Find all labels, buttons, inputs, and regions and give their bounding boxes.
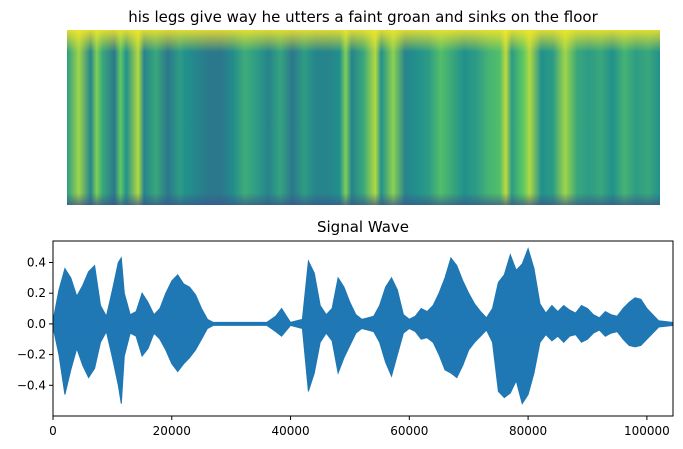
y-tick-label: 0.2 (27, 286, 46, 300)
plot-frame (52, 240, 674, 417)
signal-wave-plot-area (52, 247, 674, 405)
signal-wave-title: Signal Wave (317, 218, 409, 236)
x-axis: 0 20000 40000 60000 80000 100000 (49, 416, 670, 438)
y-tick-label: 0.0 (27, 317, 46, 331)
spectrogram-low-band (67, 30, 660, 52)
x-tick-label: 80000 (509, 424, 547, 438)
signal-wave-panel: Signal Wave −0.4 −0.2 0.0 0.2 0.4 0 20000 4000… (17, 218, 674, 438)
spectrogram-heatmap (67, 30, 660, 205)
x-tick-label: 60000 (390, 424, 428, 438)
y-axis: −0.4 −0.2 0.0 0.2 0.4 (17, 255, 53, 392)
spectrogram-panel: his legs give way he utters a faint groa… (67, 8, 660, 205)
y-tick-label: 0.4 (27, 255, 46, 269)
signal-wave-series-0 (52, 247, 674, 405)
x-tick-label: 20000 (153, 424, 191, 438)
y-tick-label: −0.4 (17, 378, 46, 392)
spectrogram-high-band (67, 193, 660, 205)
x-tick-label: 40000 (271, 424, 309, 438)
y-tick-label: −0.2 (17, 348, 46, 362)
spectrogram-title: his legs give way he utters a faint groa… (128, 8, 598, 26)
x-tick-label: 0 (49, 424, 57, 438)
spectrogram-image (67, 30, 660, 205)
x-tick-label: 100000 (624, 424, 670, 438)
